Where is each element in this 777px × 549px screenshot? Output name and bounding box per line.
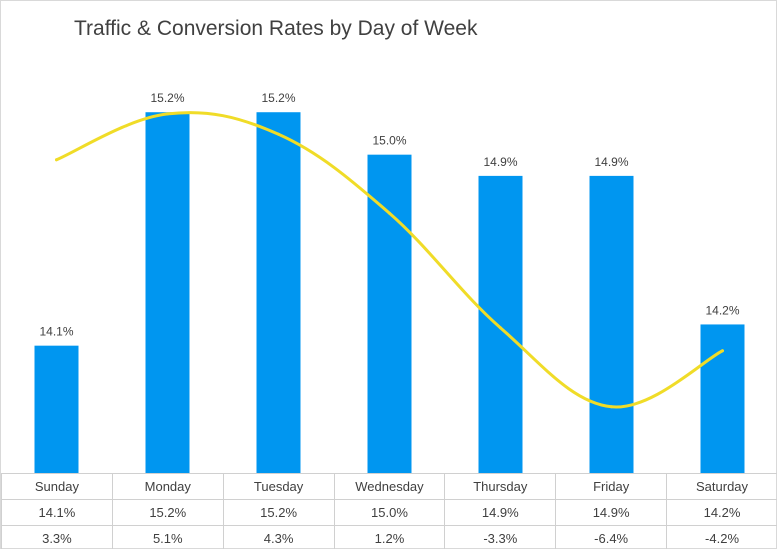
conversion-cell: 1.2% [333,525,446,549]
bar-label-saturday: 14.2% [705,303,739,317]
conversion-point-monday [166,112,169,116]
traffic-cell: 15.2% [222,499,335,526]
category-cell: Friday [555,473,668,500]
conversion-point-friday [610,405,613,409]
category-cell: Tuesday [222,473,335,500]
conversion-cell: 4.3% [222,525,335,549]
conversion-point-thursday [499,326,502,330]
traffic-cell: 15.2% [111,499,224,526]
conversion-cell: 5.1% [111,525,224,549]
traffic-cell: 14.9% [444,499,557,526]
category-cell: Sunday [1,473,113,500]
conversion-point-tuesday [277,132,280,136]
bar-label-sunday: 14.1% [39,325,73,339]
traffic-cell: 14.2% [666,499,777,526]
chart-title: Traffic & Conversion Rates by Day of Wee… [74,17,478,40]
bar-saturday [700,324,745,473]
bar-label-thursday: 14.9% [483,155,517,169]
bar-friday [589,175,634,473]
bar-monday [145,112,190,473]
bar-tuesday [256,112,301,473]
data-table: Sunday Monday Tuesday Wednesday Thursday… [1,473,777,549]
bar-label-monday: 15.2% [150,91,184,105]
bar-sunday [34,345,79,473]
conversion-cell: 3.3% [1,525,113,549]
category-row: Sunday Monday Tuesday Wednesday Thursday… [1,473,777,500]
traffic-cell: 14.1% [1,499,113,526]
conversion-cell: -3.3% [444,525,557,549]
bar-wednesday [367,154,412,473]
category-cell: Monday [111,473,224,500]
conversion-point-wednesday [388,211,391,215]
traffic-row: 14.1% 15.2% 15.2% 15.0% 14.9% 14.9% 14.2… [1,499,777,526]
conversion-row: 3.3% 5.1% 4.3% 1.2% -3.3% -6.4% -4.2% [1,525,777,549]
traffic-cell: 15.0% [333,499,446,526]
category-cell: Wednesday [333,473,446,500]
category-cell: Thursday [444,473,557,500]
bar-thursday [478,175,523,473]
conversion-point-saturday [721,349,724,353]
conversion-cell: -4.2% [666,525,777,549]
category-cell: Saturday [666,473,777,500]
conversion-point-sunday [55,158,58,162]
traffic-cell: 14.9% [555,499,668,526]
conversion-cell: -6.4% [555,525,668,549]
bar-label-tuesday: 15.2% [261,91,295,105]
bar-label-wednesday: 15.0% [372,134,406,148]
bar-label-friday: 14.9% [594,155,628,169]
